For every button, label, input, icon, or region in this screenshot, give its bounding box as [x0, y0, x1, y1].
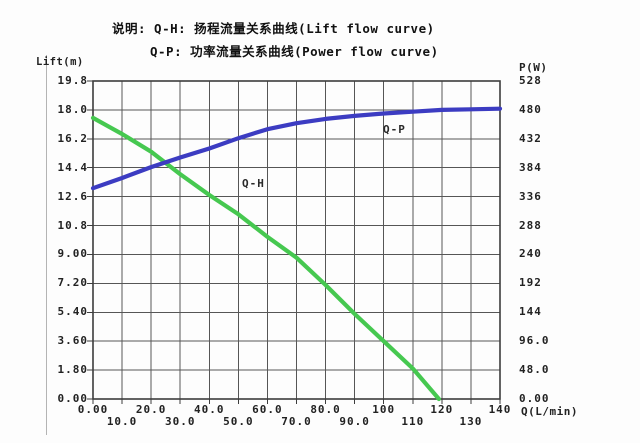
plot-area: Q-H Q-P: [87, 80, 503, 404]
left-page-border-line: [46, 55, 47, 435]
left-axis-tick-label: 18.0: [57, 102, 88, 116]
right-axis-tick-label: 48.0: [519, 363, 550, 377]
x-axis-tick-label: 60.0: [252, 403, 283, 416]
left-axis-tick-label: 3.60: [57, 334, 88, 348]
right-axis-tick-label: 336: [519, 189, 542, 203]
x-axis-tick-label: 50.0: [223, 415, 254, 428]
x-axis-tick-label: 0.00: [77, 403, 109, 416]
x-axis-tick-label: 80.0: [310, 403, 341, 416]
right-axis-tick-label: 192: [519, 276, 542, 290]
left-axis-tick-label: 9.00: [57, 247, 88, 261]
left-axis-tick-label: 5.40: [57, 305, 88, 319]
left-axis-tick-label: 19.8: [57, 74, 88, 87]
left-axis-title: Lift(m): [36, 56, 84, 68]
chart-canvas: [87, 80, 503, 404]
x-axis-tick-label: 130: [459, 415, 483, 428]
right-axis-tick-label: 96.0: [519, 334, 550, 348]
left-axis-tick-label: 12.6: [57, 189, 88, 203]
x-axis-tick-label: 90.0: [339, 415, 370, 428]
x-axis-tick-label: 100: [372, 403, 396, 416]
x-axis-tick-label: 30.0: [164, 415, 196, 428]
x-axis-tick-label: 40.0: [194, 403, 225, 416]
left-axis-tick-label: 7.20: [57, 276, 88, 290]
curve-label-qh: Q-H: [242, 177, 265, 190]
right-axis-tick-label: 528: [519, 74, 542, 87]
right-axis-tick-label: 0.00: [519, 392, 550, 405]
x-axis-title: Q(L/min): [521, 405, 578, 418]
left-axis-tick-label: 16.2: [57, 131, 88, 145]
x-axis-tick-label: 110: [401, 415, 425, 428]
right-axis-tick-label: 432: [519, 131, 542, 145]
right-axis-tick-label: 144: [519, 305, 542, 319]
left-axis-tick-label: 14.4: [57, 160, 88, 174]
x-axis-tick-label: 10.0: [106, 415, 138, 428]
curve-label-qp: Q-P: [383, 123, 406, 136]
chart-title-line1: 说明: Q-H: 扬程流量关系曲线(Lift flow curve): [112, 21, 435, 36]
curve-q-p: [90, 106, 503, 191]
x-axis-tick-label: 70.0: [281, 415, 312, 428]
x-axis-tick-label: 120: [430, 403, 454, 416]
plot-border: [92, 80, 501, 400]
curve-q-h: [90, 115, 441, 402]
x-axis-tick-label: 140: [488, 403, 512, 416]
right-axis-tick-label: 384: [519, 160, 542, 174]
right-axis-tick-label: 480: [519, 102, 542, 116]
chart-title-line2: Q-P: 功率流量关系曲线(Power flow curve): [150, 44, 439, 59]
right-axis-tick-label: 288: [519, 218, 542, 232]
left-axis-tick-label: 0.00: [57, 392, 88, 405]
right-axis-tick-label: 240: [519, 247, 542, 261]
left-axis-tick-label: 10.8: [57, 218, 88, 232]
left-axis-tick-label: 1.80: [57, 363, 88, 377]
x-axis-tick-label: 20.0: [135, 403, 167, 416]
right-axis-title: P(W): [519, 61, 548, 74]
